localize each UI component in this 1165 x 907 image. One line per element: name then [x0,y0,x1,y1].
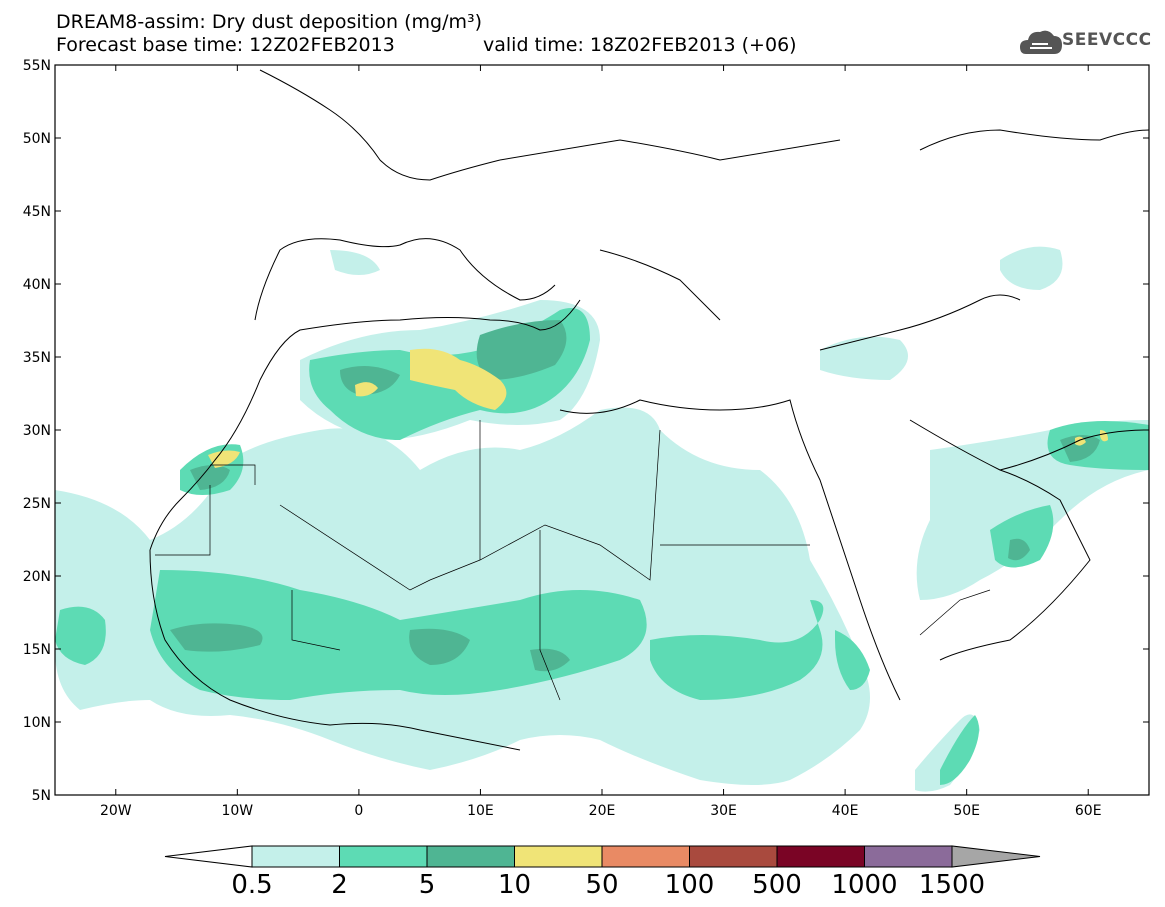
lat-label: 5N [32,788,51,804]
colorbar-label: 1500 [919,870,985,900]
lat-label: 30N [23,423,51,439]
colorbar-swatch [514,845,603,868]
lon-label: 40E [832,803,859,819]
colorbar: 0.5 2 5 10 50 100 500 1000 1500 [164,845,1041,900]
lon-label: 50E [953,803,980,819]
lat-label: 50N [23,131,51,147]
longitude-axis: 20W 10W 0 10E 20E 30E 40E 50E 60E [100,65,1102,819]
colorbar-label: 10 [498,870,531,900]
lon-label: 10E [467,803,494,819]
colorbar-swatch [426,845,515,868]
lon-label: 10W [221,803,253,819]
lat-label: 20N [23,569,51,585]
colorbar-swatch [251,845,340,868]
lat-label: 10N [23,715,51,731]
coastlines [149,69,1149,751]
colorbar-label: 50 [585,870,618,900]
colorbar-over-arrow [951,845,1041,868]
lon-label: 20W [100,803,132,819]
lat-label: 15N [23,642,51,658]
colorbar-swatch [864,845,953,868]
forecast-base-time: Forecast base time: 12Z02FEB2013 [56,34,395,56]
colorbar-label: 100 [665,870,715,900]
dust-fields [55,246,1149,792]
colorbar-label: 500 [752,870,802,900]
cloud-icon [1020,30,1062,54]
lat-label: 55N [23,58,51,74]
valid-time: valid time: 18Z02FEB2013 (+06) [483,34,797,56]
latitude-axis: 55N 50N 45N 40N 35N 30N 25N 20N 15N 10N 5N [23,58,1149,804]
lat-label: 40N [23,277,51,293]
logo-text: SEEVCCC [1062,30,1152,50]
colorbar-swatch [339,845,428,868]
map-title: DREAM8-assim: Dry dust deposition (mg/m³… [56,11,483,33]
colorbar-label: 5 [419,870,436,900]
colorbar-label: 2 [331,870,348,900]
colorbar-swatch [776,845,865,868]
lat-label: 25N [23,496,51,512]
colorbar-label: 0.5 [231,870,272,900]
colorbar-swatch [601,845,690,868]
lat-label: 45N [23,204,51,220]
colorbar-label: 1000 [831,870,897,900]
colorbar-under-arrow [164,845,253,868]
lon-label: 0 [354,803,363,819]
lon-label: 20E [589,803,616,819]
lon-label: 30E [710,803,737,819]
borders [155,420,991,701]
colorbar-swatch [689,845,778,868]
lon-label: 60E [1075,803,1102,819]
lat-label: 35N [23,350,51,366]
